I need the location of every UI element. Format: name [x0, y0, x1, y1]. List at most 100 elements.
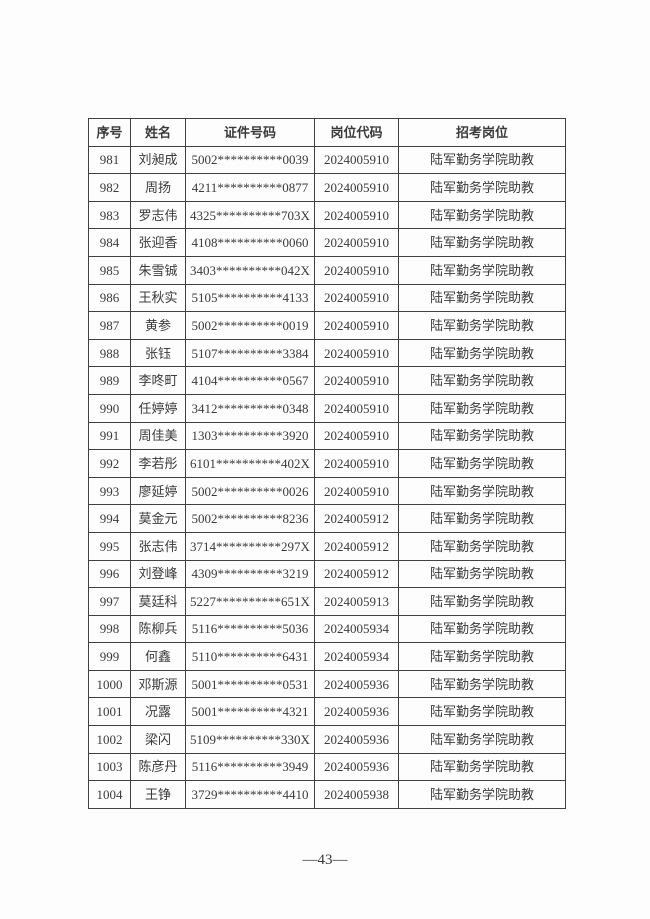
cell-position-code: 2024005910	[314, 476, 399, 506]
cell-id-number: 3714**********297X	[185, 531, 315, 561]
cell-position-code: 2024005910	[314, 393, 399, 423]
cell-serial: 997	[88, 587, 131, 616]
cell-id-number: 4108**********0060	[185, 228, 315, 257]
cell-id-number: 4325**********703X	[185, 200, 315, 230]
cell-serial: 987	[88, 311, 131, 340]
cell-name: 陈彦丹	[130, 752, 186, 782]
cell-position-code: 2024005938	[314, 780, 399, 809]
cell-serial: 982	[88, 173, 131, 202]
cell-name: 周扬	[130, 173, 186, 202]
cell-position-code: 2024005910	[314, 421, 399, 451]
cell-id-number: 5227**********651X	[185, 587, 315, 616]
cell-name: 张迎香	[130, 228, 186, 257]
cell-serial: 1002	[88, 725, 131, 754]
table-row: 1000 邓斯源 5001**********0531 2024005936 陆军勤务学…	[88, 669, 566, 699]
cell-name: 朱雪铖	[130, 255, 186, 285]
cell-id-number: 5109**********330X	[185, 725, 315, 754]
cell-serial: 1003	[88, 752, 131, 782]
page-number: —43—	[302, 852, 348, 868]
cell-id-number: 5105**********4133	[185, 283, 315, 313]
cell-position-code: 2024005936	[314, 669, 399, 699]
cell-position: 陆军勤务学院助教	[398, 780, 566, 809]
cell-serial: 983	[88, 200, 131, 230]
cell-id-number: 5116**********5036	[185, 614, 315, 644]
table-header-row: 序号 姓名 证件号码 岗位代码 招考岗位	[88, 118, 566, 147]
recruitment-roster-table: 序号 姓名 证件号码 岗位代码 招考岗位 981 刘昶成 5002*********…	[88, 118, 566, 809]
table-row: 999 何鑫 5110**********6431 2024005934 陆军勤务学院助…	[88, 642, 566, 671]
cell-name: 梁闪	[130, 725, 186, 754]
cell-position: 陆军勤务学院助教	[398, 255, 566, 285]
cell-id-number: 3412**********0348	[185, 393, 315, 423]
cell-name: 王铮	[130, 780, 186, 809]
cell-serial: 985	[88, 255, 131, 285]
cell-id-number: 5001**********0531	[185, 669, 315, 699]
cell-position: 陆军勤务学院助教	[398, 338, 566, 368]
cell-position-code: 2024005913	[314, 587, 399, 616]
cell-id-number: 5002**********0039	[185, 145, 315, 175]
table-row: 985 朱雪铖 3403**********042X 2024005910 陆军勤务学院…	[88, 255, 566, 285]
table-row: 996 刘登峰 4309**********3219 2024005912 陆军勤务学院…	[88, 559, 566, 589]
cell-name: 况露	[130, 697, 186, 727]
cell-id-number: 3403**********042X	[185, 255, 315, 285]
table-row: 989 李咚町 4104**********0567 2024005910 陆军勤务学院…	[88, 366, 566, 395]
cell-name: 任婷婷	[130, 393, 186, 423]
cell-serial: 989	[88, 366, 131, 395]
cell-position-code: 2024005910	[314, 228, 399, 257]
table-row: 981 刘昶成 5002**********0039 2024005910 陆军勤务学院…	[88, 145, 566, 175]
cell-serial: 988	[88, 338, 131, 368]
cell-position-code: 2024005936	[314, 697, 399, 727]
cell-position: 陆军勤务学院助教	[398, 587, 566, 616]
cell-serial: 998	[88, 614, 131, 644]
cell-position: 陆军勤务学院助教	[398, 476, 566, 506]
table-row: 1003 陈彦丹 5116**********3949 2024005936 陆军勤务学…	[88, 752, 566, 782]
cell-name: 黄参	[130, 311, 186, 340]
cell-position-code: 2024005910	[314, 311, 399, 340]
header-id-number: 证件号码	[185, 118, 315, 147]
table-row: 991 周佳美 1303**********3920 2024005910 陆军勤务学院…	[88, 421, 566, 451]
cell-serial: 996	[88, 559, 131, 589]
cell-position-code: 2024005934	[314, 642, 399, 671]
header-name: 姓名	[130, 118, 186, 147]
cell-position: 陆军勤务学院助教	[398, 145, 566, 175]
cell-position: 陆军勤务学院助教	[398, 173, 566, 202]
cell-serial: 995	[88, 531, 131, 561]
cell-serial: 992	[88, 449, 131, 478]
table-row: 986 王秋实 5105**********4133 2024005910 陆军勤务学院…	[88, 283, 566, 313]
cell-name: 周佳美	[130, 421, 186, 451]
table-row: 997 莫廷科 5227**********651X 2024005913 陆军勤务学院…	[88, 587, 566, 616]
cell-position-code: 2024005910	[314, 255, 399, 285]
cell-position: 陆军勤务学院助教	[398, 449, 566, 478]
table-row: 998 陈柳兵 5116**********5036 2024005934 陆军勤务学院…	[88, 614, 566, 644]
cell-name: 莫金元	[130, 504, 186, 533]
cell-position-code: 2024005912	[314, 559, 399, 589]
cell-id-number: 5002**********0026	[185, 476, 315, 506]
table-row: 1001 况露 5001**********4321 2024005936 陆军勤务学院…	[88, 697, 566, 727]
cell-name: 罗志伟	[130, 200, 186, 230]
cell-name: 刘昶成	[130, 145, 186, 175]
cell-id-number: 4309**********3219	[185, 559, 315, 589]
cell-serial: 994	[88, 504, 131, 533]
cell-serial: 1000	[88, 669, 131, 699]
cell-position-code: 2024005910	[314, 173, 399, 202]
cell-id-number: 4104**********0567	[185, 366, 315, 395]
cell-serial: 986	[88, 283, 131, 313]
cell-serial: 991	[88, 421, 131, 451]
cell-position: 陆军勤务学院助教	[398, 366, 566, 395]
header-position: 招考岗位	[398, 118, 566, 147]
cell-position: 陆军勤务学院助教	[398, 697, 566, 727]
cell-position-code: 2024005910	[314, 338, 399, 368]
table-row: 988 张钰 5107**********3384 2024005910 陆军勤务学院助…	[88, 338, 566, 368]
cell-id-number: 5002**********0019	[185, 311, 315, 340]
cell-name: 张志伟	[130, 531, 186, 561]
cell-position: 陆军勤务学院助教	[398, 504, 566, 533]
cell-name: 何鑫	[130, 642, 186, 671]
cell-position-code: 2024005910	[314, 366, 399, 395]
cell-id-number: 1303**********3920	[185, 421, 315, 451]
table-row: 982 周扬 4211**********0877 2024005910 陆军勤务学院助…	[88, 173, 566, 202]
cell-position: 陆军勤务学院助教	[398, 531, 566, 561]
table-row: 995 张志伟 3714**********297X 2024005912 陆军勤务学院…	[88, 531, 566, 561]
table-row: 990 任婷婷 3412**********0348 2024005910 陆军勤务学院…	[88, 393, 566, 423]
table-row: 993 廖延婷 5002**********0026 2024005910 陆军勤务学院…	[88, 476, 566, 506]
cell-name: 李咚町	[130, 366, 186, 395]
